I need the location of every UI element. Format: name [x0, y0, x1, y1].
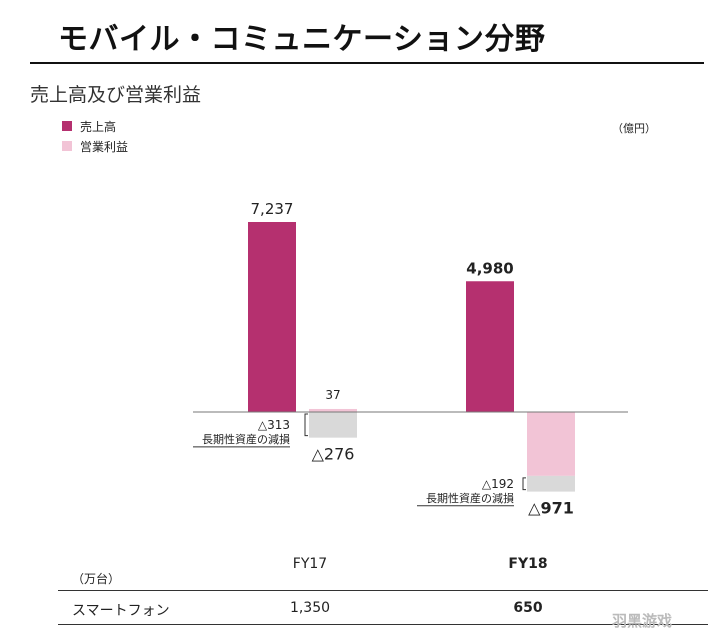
- profit-positive-label-fy17: 37: [325, 388, 340, 402]
- title-underline: [30, 62, 704, 64]
- table-rule-bottom: [58, 624, 708, 625]
- chart-subtitle: 売上高及び営業利益: [30, 84, 202, 106]
- table-row-smartphone: スマートフォン 1,350 650: [58, 590, 708, 626]
- shipment-table: （万台） FY17 FY18 スマートフォン 1,350 650: [58, 546, 708, 626]
- profit-positive-bar-fy17: [309, 408, 357, 412]
- profit-label-fy17: △276: [312, 445, 355, 464]
- impairment-note-fy18: 長期性資産の減損: [426, 491, 514, 505]
- impairment-bar-fy17: [309, 412, 357, 438]
- sales-bar-fy17: [248, 222, 296, 412]
- table-header-fy17: FY17: [292, 556, 328, 572]
- chart-legend: 売上高 営業利益: [62, 116, 128, 156]
- table-cell-fy18: 650: [513, 600, 543, 616]
- table-unit-label: （万台）: [72, 572, 121, 586]
- sales-label-fy18: 4,980: [466, 259, 513, 277]
- page-title: モバイル・コミュニケーション分野: [58, 22, 546, 57]
- unit-note: （億円）: [612, 122, 656, 135]
- sales-bar-fy18: [466, 281, 514, 412]
- impairment-bracket-fy18: [522, 477, 526, 491]
- sales-label-fy17: 7,237: [251, 200, 294, 218]
- legend-swatch-sales: [62, 121, 72, 131]
- profit-label-fy18: △971: [528, 499, 574, 518]
- impairment-bar-fy18: [527, 475, 575, 492]
- table-row-label: スマートフォン: [72, 603, 170, 619]
- impairment-note-fy17: 長期性資産の減損: [202, 432, 290, 446]
- bar-chart: 7,23737△313長期性資産の減損△2764,980△192長期性資産の減損…: [193, 200, 628, 518]
- profit-operating-bar-fy18: [527, 412, 575, 476]
- legend-item-sales: 売上高: [62, 116, 128, 136]
- impairment-label-fy18: △192: [482, 477, 514, 491]
- legend-item-operating-income: 営業利益: [62, 136, 128, 156]
- table-rule-top: [58, 590, 708, 591]
- watermark: 羽黑游戏: [612, 612, 673, 630]
- legend-swatch-operating-income: [62, 141, 72, 151]
- table-header-fy18: FY18: [508, 556, 548, 572]
- impairment-label-fy17: △313: [258, 418, 290, 432]
- legend-label-operating-income: 営業利益: [80, 139, 129, 154]
- table-header: （万台） FY17 FY18: [58, 546, 708, 586]
- table-cell-fy17: 1,350: [289, 600, 331, 616]
- impairment-bracket-fy17: [304, 413, 308, 437]
- legend-label-sales: 売上高: [80, 119, 117, 134]
